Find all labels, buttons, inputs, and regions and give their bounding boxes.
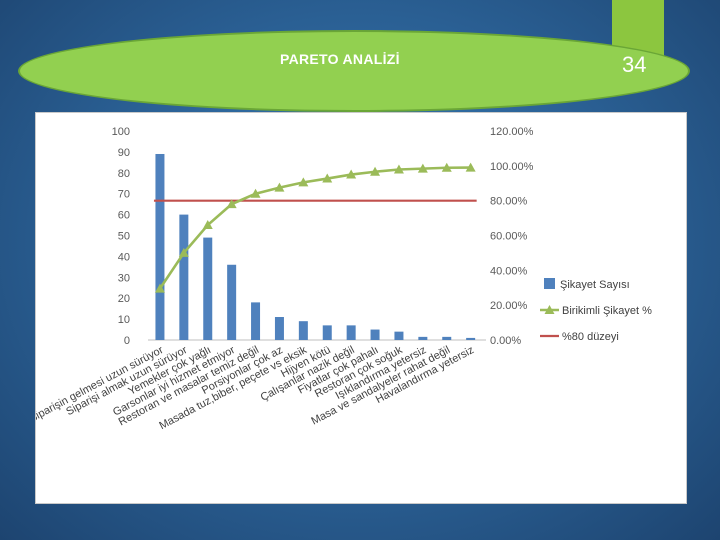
cumulative-line: [158, 166, 471, 290]
cumulative-point: [322, 173, 333, 183]
y-right-tick-label: 40.00%: [490, 265, 528, 277]
y-right-tick-label: 0.00%: [490, 335, 521, 347]
y-left-tick-label: 70: [118, 189, 130, 201]
bar: [322, 325, 332, 340]
bar: [251, 302, 261, 340]
legend-swatch-bar: [544, 278, 555, 289]
y-left-tick-label: 30: [118, 272, 130, 284]
cumulative-point: [346, 169, 357, 179]
y-left-tick-label: 0: [124, 335, 130, 347]
legend-label: Şikayet Sayısı: [560, 279, 630, 291]
y-left-tick-label: 10: [118, 314, 130, 326]
pareto-chart: 0 10 20 30 40 50 60 70 80 90 100 0.00% 20.00% 40.00% 6…: [36, 126, 652, 432]
y-left-tick-label: 20: [118, 293, 130, 305]
cumulative-point: [178, 247, 189, 257]
legend-label: Birikimli Şikayet %: [562, 305, 652, 317]
bar: [274, 317, 284, 340]
bar: [370, 329, 380, 340]
bar: [442, 336, 452, 340]
cumulative-point: [202, 220, 213, 230]
cumulative-point: [441, 162, 452, 172]
cumulative-point: [370, 166, 381, 176]
y-right-tick-label: 100.00%: [490, 161, 534, 173]
cumulative-point: [393, 164, 404, 174]
y-right-tick-label: 80.00%: [490, 196, 528, 208]
bar: [155, 153, 165, 340]
cumulative-point: [226, 199, 237, 209]
bar: [179, 214, 189, 340]
bar: [346, 325, 356, 340]
cumulative-point: [465, 162, 476, 172]
y-right-tick-label: 120.00%: [490, 126, 534, 138]
bar: [227, 264, 237, 340]
y-right-tick-label: 20.00%: [490, 300, 528, 312]
y-left-tick-label: 100: [112, 126, 130, 138]
cumulative-point: [274, 182, 285, 192]
title-banner: [18, 30, 690, 112]
y-left-tick-label: 80: [118, 168, 130, 180]
chart-panel: 0 10 20 30 40 50 60 70 80 90 100 0.00% 20.00% 40.00% 6…: [35, 112, 687, 504]
y-left-tick-label: 90: [118, 147, 130, 159]
y-left-tick-label: 50: [118, 231, 130, 243]
legend-swatch-marker: [544, 305, 555, 314]
bar: [203, 237, 213, 340]
cumulative-point: [298, 177, 309, 187]
legend-label: %80 düzeyi: [562, 331, 619, 343]
cumulative-point: [250, 188, 261, 198]
bar: [394, 331, 404, 340]
y-left-tick-label: 60: [118, 210, 130, 222]
bar: [466, 337, 476, 340]
cumulative-point: [417, 163, 428, 173]
slide-title: PARETO ANALİZİ: [280, 51, 400, 67]
y-left-tick-label: 40: [118, 251, 130, 263]
slide-number: 34: [622, 52, 647, 77]
bar: [418, 336, 428, 340]
cumulative-point: [154, 283, 165, 293]
y-right-tick-label: 60.00%: [490, 231, 528, 243]
bar: [298, 321, 308, 340]
